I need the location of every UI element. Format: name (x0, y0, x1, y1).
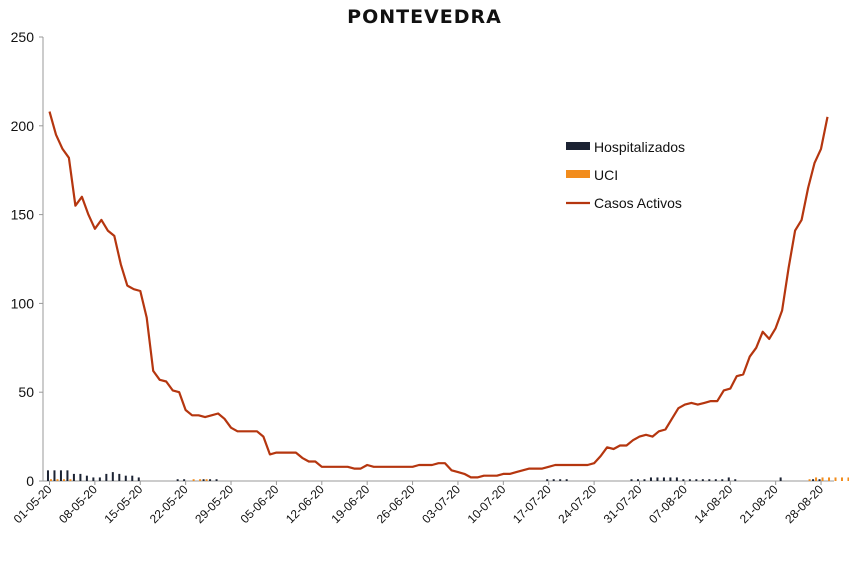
hospitalizados-bar (66, 470, 69, 481)
legend-label-casos-activos: Casos Activos (594, 195, 682, 211)
hospitalizados-bar (183, 479, 186, 481)
hospitalizados-bar (202, 479, 205, 481)
hospitalizados-bar (137, 477, 140, 481)
y-tick-label: 200 (11, 118, 35, 134)
hospitalizados-bar (565, 479, 568, 481)
chart-title: PONTEVEDRA (347, 6, 502, 28)
uci-bar (62, 479, 65, 481)
hospitalizados-bar (714, 479, 717, 481)
uci-bar (834, 477, 837, 481)
hospitalizados-bar (72, 473, 75, 481)
hospitalizados-bar (131, 475, 134, 481)
hospitalizados-bar (669, 477, 672, 481)
y-tick-label: 150 (11, 207, 35, 223)
hospitalizados-bar (701, 479, 704, 481)
hospitalizados-bar (559, 479, 562, 481)
uci-bar (56, 479, 59, 481)
x-tick-label: 26-06-20 (374, 482, 418, 526)
hospitalizados-bar (111, 472, 114, 481)
legend-label-uci: UCI (594, 167, 618, 183)
hospitalizados-bar (779, 477, 782, 481)
hospitalizados-bar (92, 477, 95, 481)
uci-bar (815, 477, 818, 481)
x-tick-label: 15-05-20 (102, 482, 146, 526)
hospitalizados-bar (546, 479, 549, 481)
y-tick-label: 0 (26, 473, 34, 489)
x-tick-label: 03-07-20 (419, 482, 463, 526)
hospitalizados-bar (662, 477, 665, 481)
uci-bar (192, 479, 195, 481)
hospitalizados-bar (734, 479, 737, 481)
x-tick-label: 22-05-20 (147, 482, 191, 526)
hospitalizados-bar (59, 470, 62, 481)
y-tick-label: 250 (11, 29, 35, 45)
hospitalizados-bar (215, 479, 218, 481)
uci-bar (840, 477, 843, 481)
hospitalizados-bar (630, 479, 633, 481)
hospitalizados-bar (643, 479, 646, 481)
x-tick-label: 31-07-20 (601, 482, 645, 526)
x-tick-label: 12-06-20 (283, 482, 327, 526)
hospitalizados-bar (708, 479, 711, 481)
legend-swatch-hospitalizados (566, 142, 590, 150)
uci-bar (847, 477, 849, 481)
hospitalizados-bar (85, 475, 88, 481)
x-tick-label: 29-05-20 (192, 482, 236, 526)
x-tick-label: 08-05-20 (56, 482, 100, 526)
legend-label-hospitalizados: Hospitalizados (594, 139, 685, 155)
hospitalizados-bar (682, 479, 685, 481)
hospitalizados-bar (695, 479, 698, 481)
hospitalizados-bar (727, 477, 730, 481)
hospitalizados-bar (53, 470, 56, 481)
casos-activos-line (48, 111, 829, 479)
uci-bar (821, 477, 824, 481)
hospitalizados-bar (721, 479, 724, 481)
hospitalizados-bar (636, 479, 639, 481)
hospitalizados-bar (688, 479, 691, 481)
hospitalizados-bar (46, 470, 49, 481)
hospitalizados-bar (118, 473, 121, 481)
hospitalizados-bar (209, 479, 212, 481)
hospitalizados-bar (105, 473, 108, 481)
uci-bar (49, 479, 52, 481)
uci-bar (205, 479, 208, 481)
x-tick-label: 17-07-20 (510, 482, 554, 526)
uci-bar (69, 479, 72, 481)
x-tick-label: 24-07-20 (555, 482, 599, 526)
x-tick-label: 07-08-20 (646, 482, 690, 526)
x-tick-label: 14-08-20 (692, 482, 736, 526)
hospitalizados-bar (649, 477, 652, 481)
hospitalizados-bar (656, 477, 659, 481)
uci-bar (828, 477, 831, 481)
hospitalizados-bar (124, 475, 127, 481)
hospitalizados-bar (818, 479, 821, 481)
hospitalizados-bar (812, 479, 815, 481)
x-tick-label: 28-08-20 (782, 482, 826, 526)
uci-bar (808, 479, 811, 481)
legend-swatch-uci (566, 170, 590, 178)
hospitalizados-bar (176, 479, 179, 481)
y-tick-label: 50 (18, 384, 34, 400)
hospitalizados-bar (98, 477, 101, 481)
y-tick-label: 100 (11, 295, 35, 311)
hospitalizados-bar (675, 477, 678, 481)
x-tick-label: 19-06-20 (328, 482, 372, 526)
uci-bar (199, 479, 202, 481)
hospitalizados-bar (552, 479, 555, 481)
x-tick-label: 05-06-20 (238, 482, 282, 526)
hospitalizados-bar (79, 473, 82, 481)
x-tick-label: 21-08-20 (737, 482, 781, 526)
x-tick-label: 10-07-20 (465, 482, 509, 526)
